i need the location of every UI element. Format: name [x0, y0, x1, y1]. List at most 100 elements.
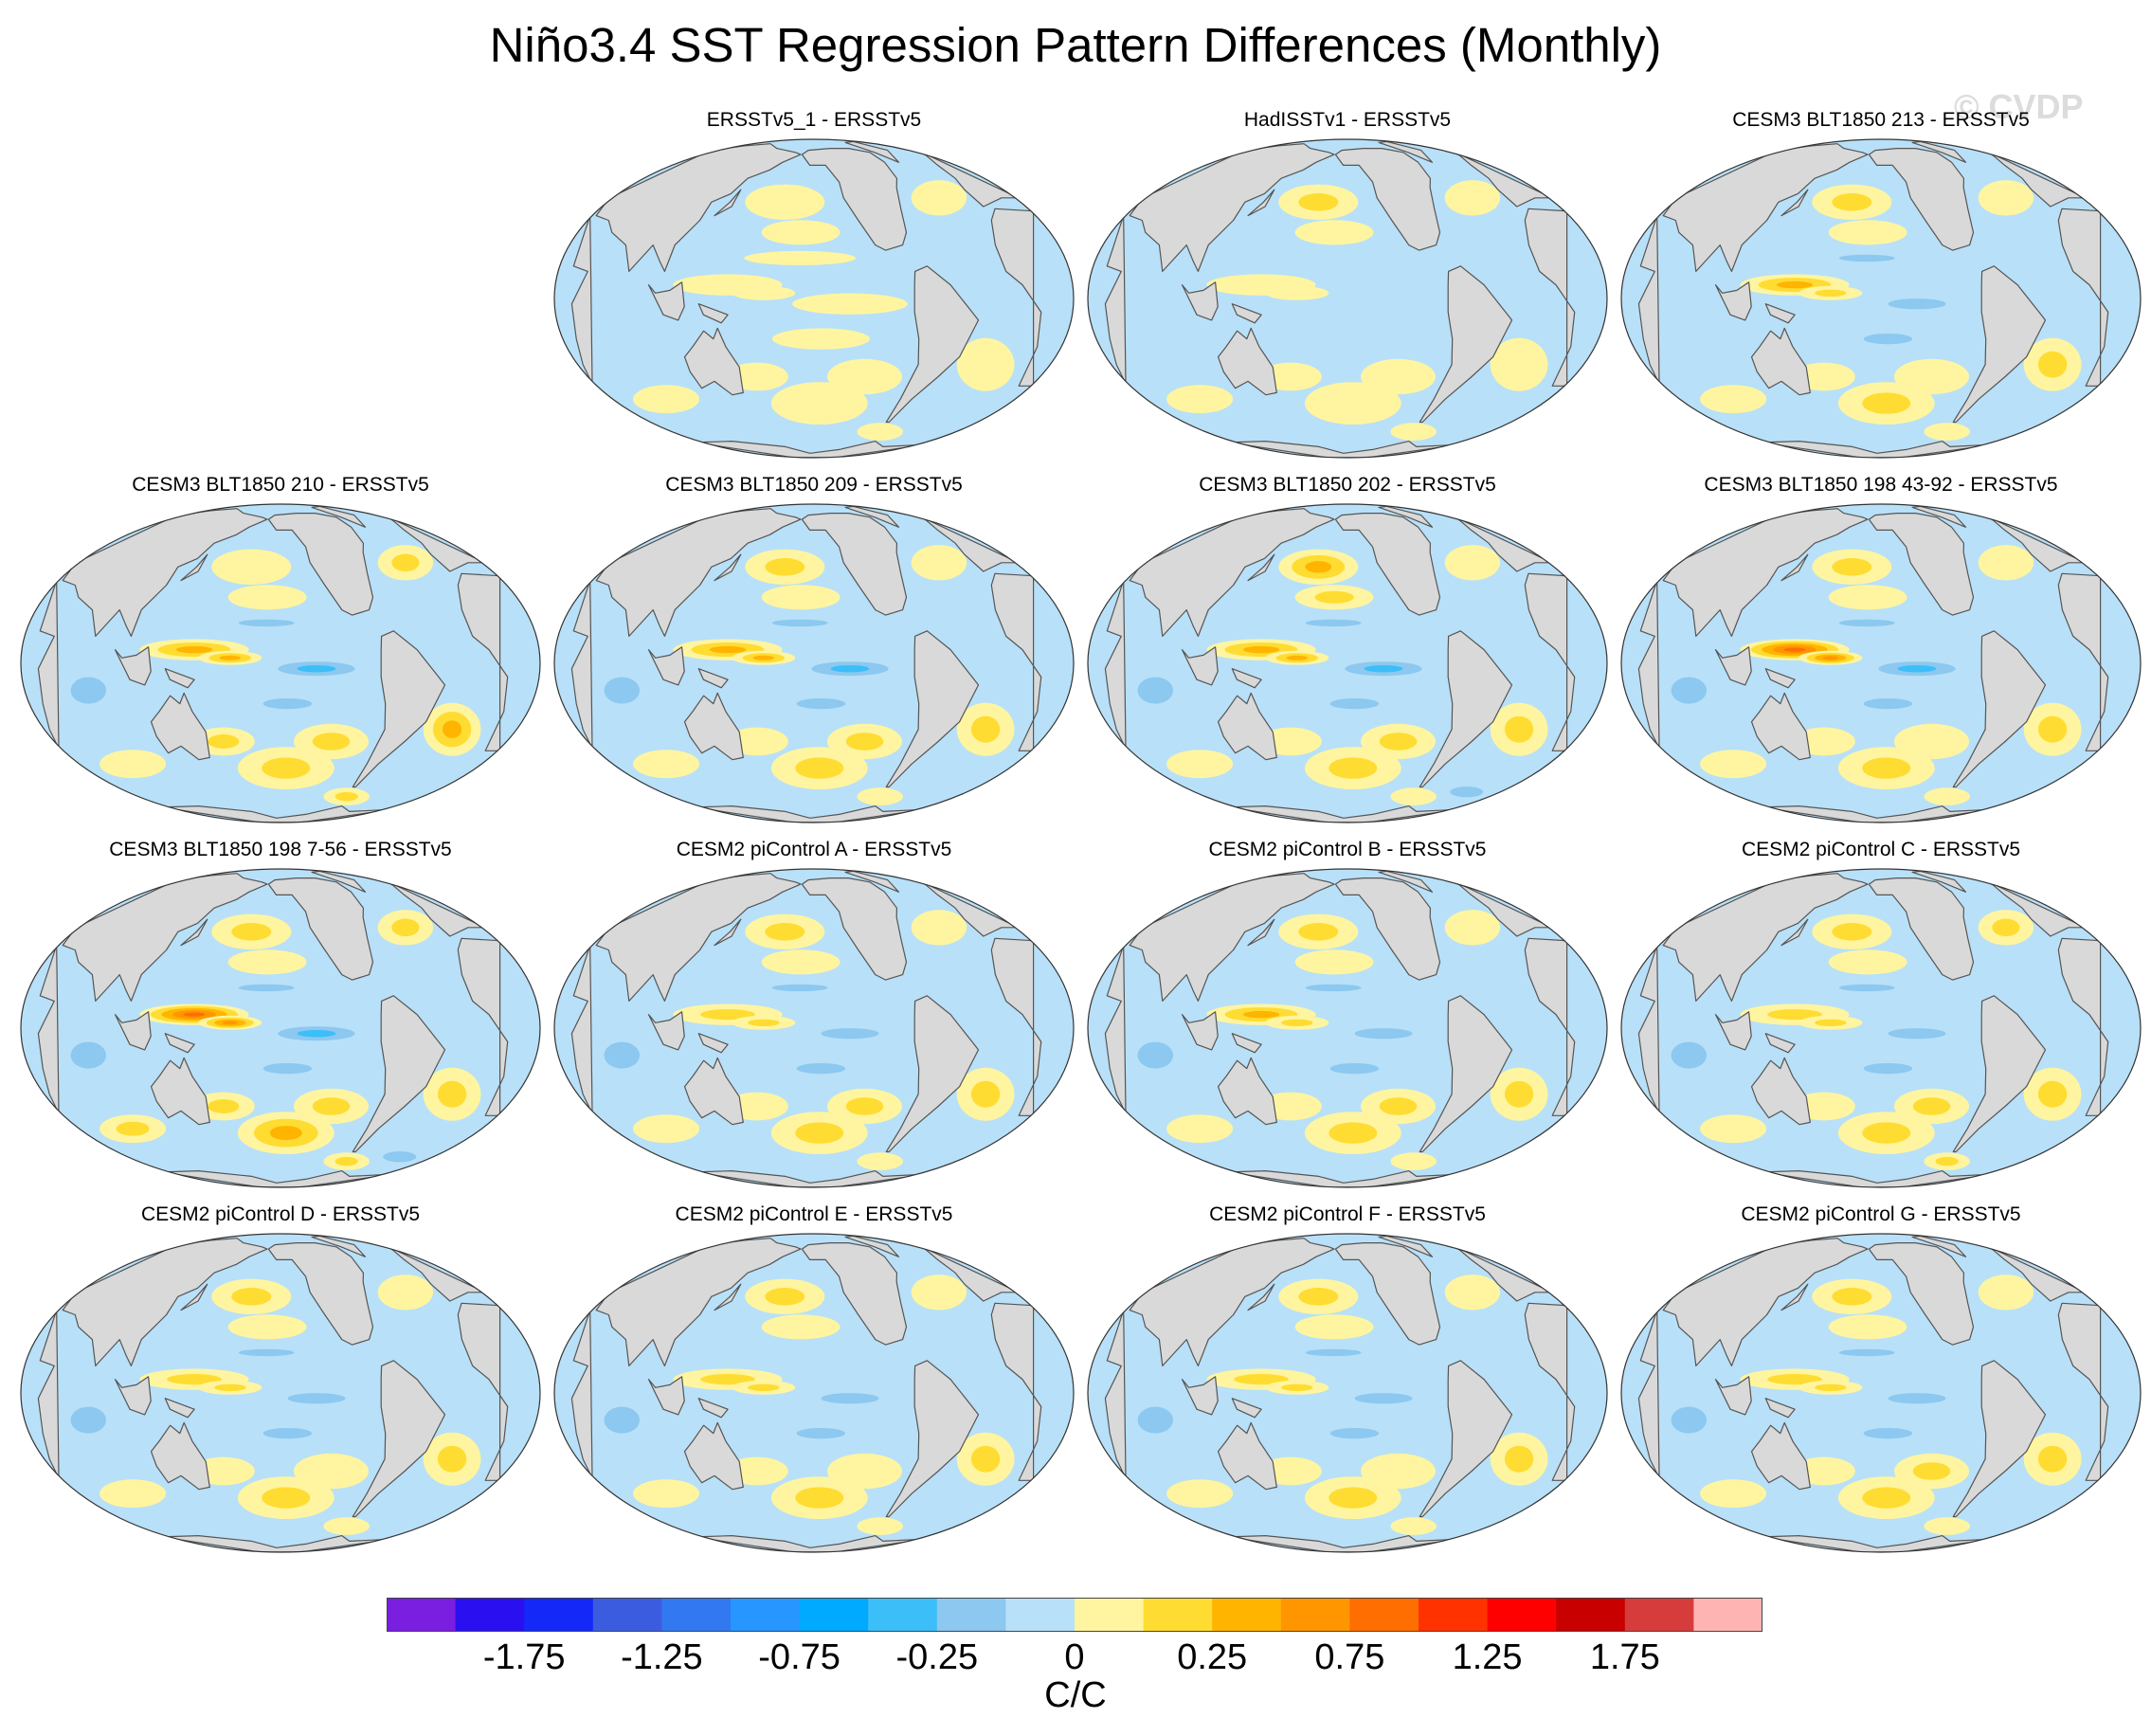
land-mass: [844, 1235, 900, 1257]
land-mass: [697, 303, 729, 324]
land-mass: [1662, 1238, 1869, 1366]
anomaly-contour: [761, 949, 841, 975]
map-panel: ERSSTv5_1 - ERSSTv5: [548, 109, 1080, 460]
land-mass: [180, 553, 208, 582]
land-mass: [801, 1242, 908, 1346]
anomaly-contour: [1305, 1348, 1362, 1357]
anomaly-contour: [366, 781, 433, 803]
map-panel: CESM3 BLT1850 213 - ERSSTv5: [1615, 109, 2147, 460]
anomaly-contour: [1815, 289, 1847, 297]
land-mass: [801, 513, 908, 616]
anomaly-contour: [208, 1099, 240, 1113]
anomaly-contour: [227, 1314, 307, 1340]
colorbar-tick-label: 0.25: [1177, 1637, 1248, 1677]
land-mass: [1952, 265, 2047, 424]
map-border: [553, 503, 1075, 823]
anomaly-contour: [709, 645, 747, 654]
land-mass: [1983, 150, 2087, 208]
land-mass: [1334, 148, 1441, 251]
land-mass: [1334, 513, 1441, 616]
land-mass: [647, 646, 685, 686]
anomaly-contour: [1390, 423, 1437, 441]
anomaly-contour: [219, 655, 241, 660]
anomaly-contour: [238, 1348, 295, 1357]
land-mass: [885, 265, 980, 424]
anomaly-contour: [2037, 351, 2068, 378]
land-mass: [683, 692, 744, 761]
anomaly-contour: [1137, 677, 1173, 704]
anomaly-contour: [183, 1012, 206, 1017]
anomaly-contour: [1815, 1383, 1847, 1391]
land-mass: [311, 870, 367, 893]
anomaly-contour: [1305, 984, 1362, 992]
anomaly-contour: [1354, 1028, 1413, 1040]
anomaly-contour: [1119, 298, 1191, 353]
land-mass: [1983, 515, 2087, 572]
land-mass: [1750, 692, 1811, 761]
anomaly-contour: [312, 732, 351, 750]
anomaly-contour: [1277, 250, 1389, 265]
anomaly-contour: [269, 1126, 302, 1141]
anomaly-contour: [700, 1374, 755, 1385]
colorbar: [387, 1598, 1762, 1632]
anomaly-contour: [1444, 1275, 1501, 1311]
anomaly-contour: [1329, 698, 1380, 710]
anomaly-contour: [262, 1487, 311, 1509]
land-mass: [62, 1238, 268, 1366]
land-mass: [1378, 505, 1434, 528]
anomaly-contour: [1166, 1114, 1234, 1144]
land-mass: [62, 508, 268, 637]
anomaly-contour: [1329, 1428, 1380, 1439]
world-map: [1620, 1233, 2142, 1553]
anomaly-contour: [911, 545, 967, 581]
colorbar-swatch: [868, 1598, 938, 1632]
anomaly-contour: [732, 285, 796, 300]
land-mass: [62, 873, 268, 1002]
land-mass: [1714, 281, 1752, 321]
land-mass: [801, 877, 908, 981]
panel-title: CESM2 piControl B - ERSSTv5: [1208, 839, 1487, 860]
colorbar-swatch: [1487, 1598, 1557, 1632]
anomaly-contour: [857, 1152, 903, 1170]
anomaly-contour: [586, 298, 658, 353]
land-mass: [1129, 873, 1335, 1002]
anomaly-contour: [899, 781, 967, 803]
land-mass: [714, 1283, 742, 1311]
land-mass: [2057, 572, 2109, 751]
anomaly-contour: [1281, 1383, 1313, 1391]
land-mass: [1952, 995, 2047, 1153]
anomaly-contour: [1838, 1348, 1895, 1357]
colorbar-tick-label: -0.75: [758, 1637, 841, 1677]
anomaly-contour: [1379, 1097, 1418, 1115]
map-border: [553, 138, 1075, 459]
anomaly-contour: [1700, 750, 1767, 779]
land-mass: [844, 140, 900, 163]
land-mass: [1952, 630, 2047, 788]
map-border: [1620, 1233, 2142, 1553]
anomaly-contour: [287, 1393, 346, 1404]
land-mass: [1217, 692, 1277, 761]
map-border: [1087, 1233, 1608, 1553]
anomaly-contour: [1298, 193, 1339, 211]
colorbar-swatch: [1419, 1598, 1489, 1632]
anomaly-contour: [1863, 1063, 1913, 1075]
colorbar-tick-label: 0.75: [1314, 1637, 1385, 1677]
land-mass: [1419, 995, 1513, 1153]
anomaly-contour: [297, 665, 336, 673]
world-map: [1087, 868, 1608, 1188]
anomaly-contour: [761, 1314, 841, 1340]
anomaly-contour: [99, 1479, 167, 1509]
anomaly-contour: [1924, 1517, 1970, 1535]
anomaly-contour: [956, 337, 1015, 391]
world-map: [1087, 1233, 1608, 1553]
panel-title: CESM3 BLT1850 198 43-92 - ERSSTv5: [1704, 474, 2058, 496]
anomaly-contour: [1832, 558, 1872, 576]
world-map: [1620, 868, 2142, 1188]
anomaly-contour: [1888, 1028, 1946, 1040]
map-panel: CESM3 BLT1850 209 - ERSSTv5: [548, 474, 1080, 824]
anomaly-contour: [323, 1517, 370, 1535]
land-mass: [1662, 143, 1869, 272]
anomaly-contour: [1286, 655, 1308, 660]
land-mass: [150, 692, 210, 761]
anomaly-contour: [175, 645, 213, 654]
